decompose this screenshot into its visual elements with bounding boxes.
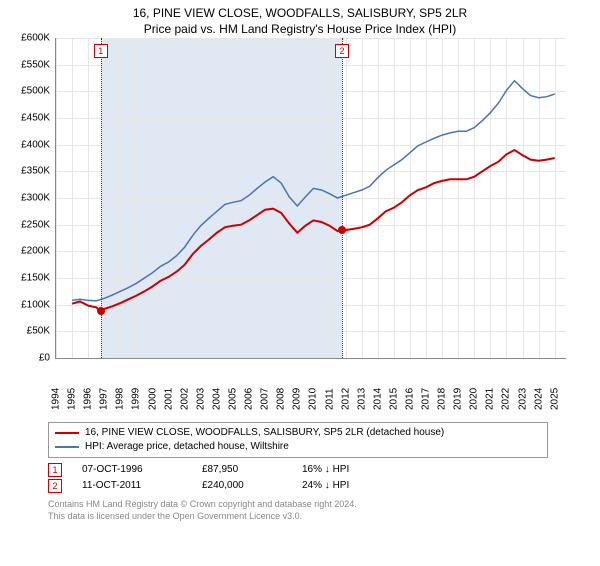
- y-axis-label: £50K: [10, 326, 50, 337]
- events-table: 1 07-OCT-1996 £87,950 16% ↓ HPI 2 11-OCT-2011…: [48, 462, 548, 494]
- x-axis-label: 2010: [308, 388, 319, 416]
- legend-box: 16, PINE VIEW CLOSE, WOODFALLS, SALISBUR…: [48, 422, 548, 458]
- legend-swatch: [55, 446, 79, 448]
- x-axis-label: 1994: [51, 388, 62, 416]
- y-axis-label: £450K: [10, 113, 50, 124]
- x-axis-label: 1996: [83, 388, 94, 416]
- x-axis-label: 2002: [179, 388, 190, 416]
- chart-subtitle: Price paid vs. HM Land Registry's House …: [0, 22, 600, 36]
- x-axis-label: 2007: [260, 388, 271, 416]
- x-axis-label: 2001: [163, 388, 174, 416]
- event-row-date: 07-OCT-1996: [82, 462, 182, 478]
- attribution-line2: This data is licensed under the Open Gov…: [48, 510, 590, 522]
- legend-swatch: [55, 432, 79, 434]
- x-axis-label: 2000: [147, 388, 158, 416]
- x-axis-label: 2018: [437, 388, 448, 416]
- attribution-line1: Contains HM Land Registry data © Crown c…: [48, 498, 590, 510]
- event-row-price: £240,000: [202, 478, 282, 494]
- y-axis-label: £550K: [10, 59, 50, 70]
- y-axis-label: £300K: [10, 193, 50, 204]
- event-dot-2: [338, 226, 346, 234]
- chart-container: 16, PINE VIEW CLOSE, WOODFALLS, SALISBUR…: [0, 6, 600, 566]
- x-axis-label: 2004: [211, 388, 222, 416]
- x-axis-label: 1995: [67, 388, 78, 416]
- y-axis-label: £100K: [10, 299, 50, 310]
- x-axis-label: 2015: [388, 388, 399, 416]
- event-dot-1: [97, 307, 105, 315]
- x-axis-label: 2017: [421, 388, 432, 416]
- x-axis-label: 2012: [340, 388, 351, 416]
- x-axis-label: 1999: [131, 388, 142, 416]
- x-axis-label: 2011: [324, 388, 335, 416]
- legend-row: 16, PINE VIEW CLOSE, WOODFALLS, SALISBUR…: [55, 426, 541, 440]
- y-axis-label: £350K: [10, 166, 50, 177]
- event-row-price: £87,950: [202, 462, 282, 478]
- chart-area: 1994199519961997199819992000200120022003…: [10, 38, 570, 388]
- x-axis-label: 2025: [549, 388, 560, 416]
- event-row: 1 07-OCT-1996 £87,950 16% ↓ HPI: [48, 462, 548, 478]
- x-axis-label: 2013: [356, 388, 367, 416]
- y-axis-label: £200K: [10, 246, 50, 257]
- y-axis-label: £600K: [10, 33, 50, 44]
- y-axis-label: £250K: [10, 219, 50, 230]
- legend-text: 16, PINE VIEW CLOSE, WOODFALLS, SALISBUR…: [85, 426, 444, 440]
- event-marker-2: 2: [335, 44, 349, 58]
- x-axis-label: 2003: [195, 388, 206, 416]
- y-axis-label: £0: [10, 353, 50, 364]
- y-axis-label: £500K: [10, 86, 50, 97]
- series-price_paid: [72, 150, 555, 311]
- x-axis-label: 2006: [244, 388, 255, 416]
- x-axis-label: 2023: [517, 388, 528, 416]
- event-row-marker: 1: [48, 463, 62, 477]
- event-row-marker: 2: [48, 479, 62, 493]
- event-row-delta: 16% ↓ HPI: [302, 462, 349, 478]
- legend-text: HPI: Average price, detached house, Wilt…: [85, 440, 289, 454]
- x-axis-label: 2020: [469, 388, 480, 416]
- x-axis-label: 1998: [115, 388, 126, 416]
- x-axis-label: 2022: [501, 388, 512, 416]
- x-axis-label: 2009: [292, 388, 303, 416]
- x-axis-label: 2021: [485, 388, 496, 416]
- x-axis-label: 2016: [404, 388, 415, 416]
- x-axis-label: 2005: [227, 388, 238, 416]
- event-row: 2 11-OCT-2011 £240,000 24% ↓ HPI: [48, 478, 548, 494]
- event-row-date: 11-OCT-2011: [82, 478, 182, 494]
- event-line-2: [342, 38, 343, 358]
- y-axis-label: £150K: [10, 273, 50, 284]
- plot-region: 1994199519961997199819992000200120022003…: [55, 38, 566, 359]
- chart-title: 16, PINE VIEW CLOSE, WOODFALLS, SALISBUR…: [0, 6, 600, 20]
- legend-row: HPI: Average price, detached house, Wilt…: [55, 440, 541, 454]
- series-hpi: [72, 81, 555, 301]
- x-axis-label: 2024: [533, 388, 544, 416]
- x-axis-label: 2019: [453, 388, 464, 416]
- y-axis-label: £400K: [10, 139, 50, 150]
- event-row-delta: 24% ↓ HPI: [302, 478, 349, 494]
- x-axis-label: 2014: [372, 388, 383, 416]
- event-marker-1: 1: [94, 44, 108, 58]
- x-axis-label: 2008: [276, 388, 287, 416]
- series-svg: [56, 38, 566, 358]
- attribution: Contains HM Land Registry data © Crown c…: [48, 498, 590, 522]
- x-axis-label: 1997: [99, 388, 110, 416]
